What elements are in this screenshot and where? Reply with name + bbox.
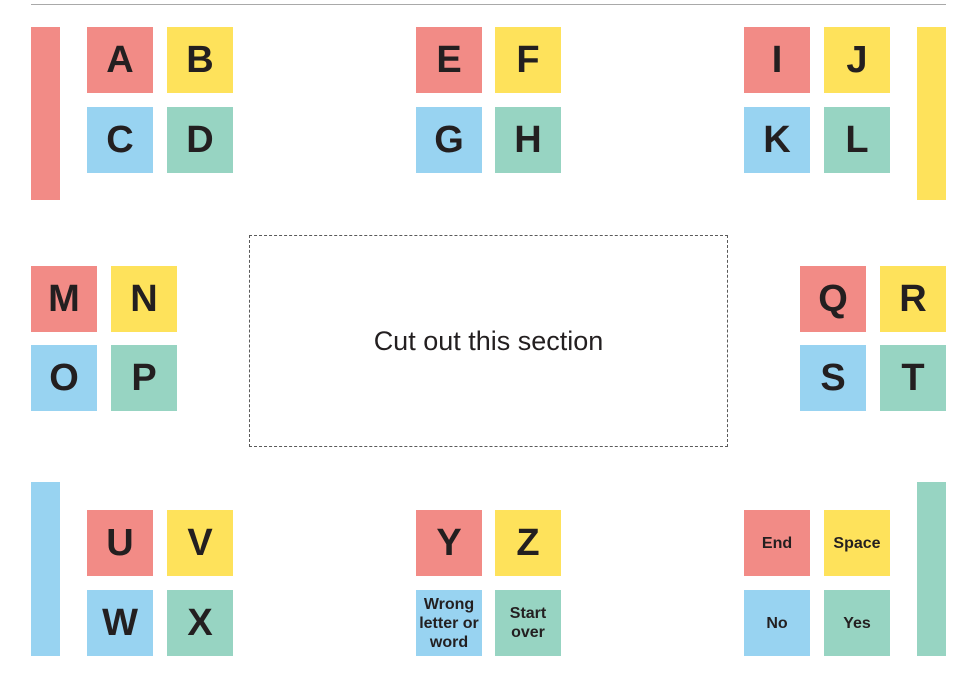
letter-tile-z[interactable]: Z: [495, 510, 561, 576]
letter-tile-o[interactable]: O: [31, 345, 97, 411]
letter-tile-y[interactable]: Y: [416, 510, 482, 576]
letter-tile-j[interactable]: J: [824, 27, 890, 93]
top-divider: [31, 4, 946, 5]
no-tile[interactable]: No: [744, 590, 810, 656]
letter-tile-l[interactable]: L: [824, 107, 890, 173]
letter-tile-u[interactable]: U: [87, 510, 153, 576]
start-over-tile[interactable]: Start over: [495, 590, 561, 656]
yellow-side-bar: [917, 27, 946, 200]
letter-tile-x[interactable]: X: [167, 590, 233, 656]
letter-tile-w[interactable]: W: [87, 590, 153, 656]
letter-tile-k[interactable]: K: [744, 107, 810, 173]
letter-tile-r[interactable]: R: [880, 266, 946, 332]
wrong-letter-tile[interactable]: Wrong letter or word: [416, 590, 482, 656]
letter-tile-v[interactable]: V: [167, 510, 233, 576]
cut-out-section: Cut out this section: [249, 235, 728, 447]
cut-out-label: Cut out this section: [373, 325, 604, 356]
letter-tile-p[interactable]: P: [111, 345, 177, 411]
letter-tile-b[interactable]: B: [167, 27, 233, 93]
letter-tile-m[interactable]: M: [31, 266, 97, 332]
red-side-bar: [31, 27, 60, 200]
letter-tile-n[interactable]: N: [111, 266, 177, 332]
end-tile[interactable]: End: [744, 510, 810, 576]
letter-tile-i[interactable]: I: [744, 27, 810, 93]
space-tile[interactable]: Space: [824, 510, 890, 576]
letter-tile-f[interactable]: F: [495, 27, 561, 93]
letter-tile-g[interactable]: G: [416, 107, 482, 173]
yes-tile[interactable]: Yes: [824, 590, 890, 656]
blue-side-bar: [31, 482, 60, 656]
letter-tile-c[interactable]: C: [87, 107, 153, 173]
letter-tile-q[interactable]: Q: [800, 266, 866, 332]
letter-tile-e[interactable]: E: [416, 27, 482, 93]
letter-tile-s[interactable]: S: [800, 345, 866, 411]
green-side-bar: [917, 482, 946, 656]
letter-tile-h[interactable]: H: [495, 107, 561, 173]
letter-tile-t[interactable]: T: [880, 345, 946, 411]
letter-tile-a[interactable]: A: [87, 27, 153, 93]
letter-tile-d[interactable]: D: [167, 107, 233, 173]
